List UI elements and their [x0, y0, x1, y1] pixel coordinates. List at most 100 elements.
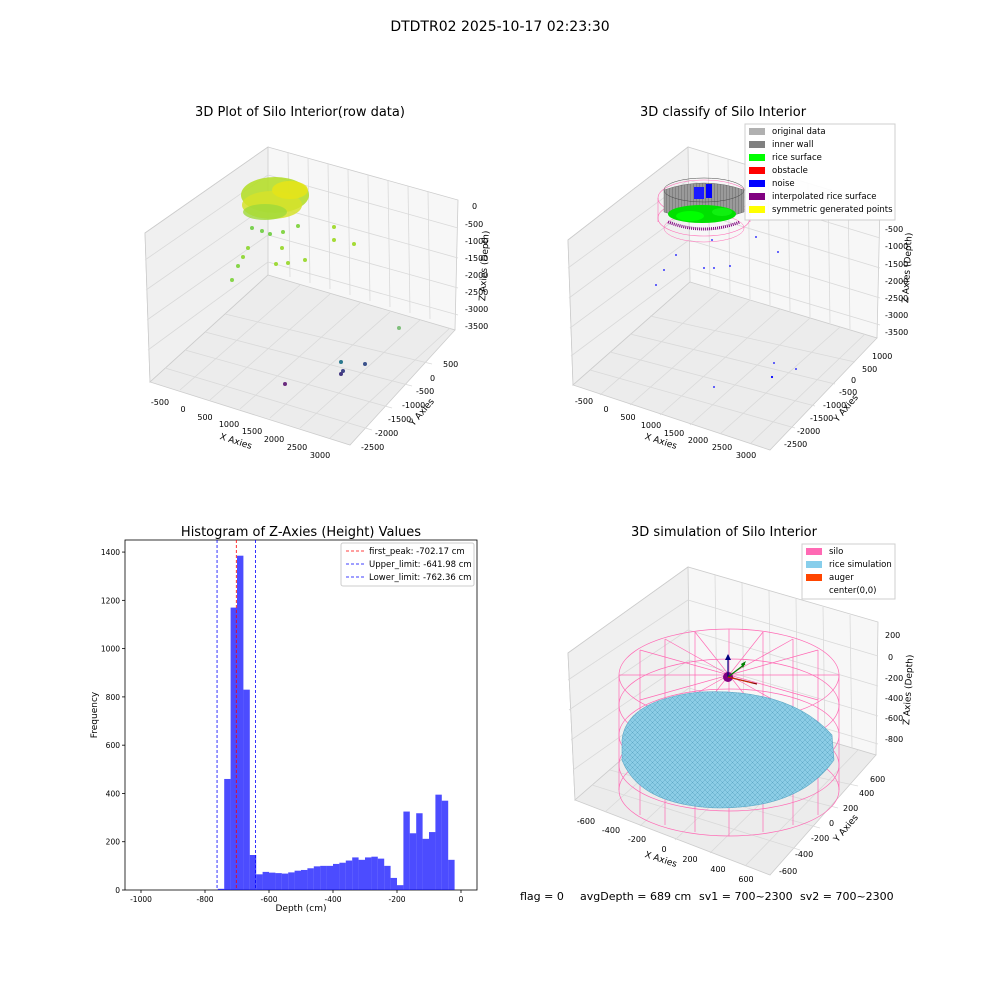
y-tick: -2500: [361, 443, 384, 452]
legend-label: rice surface: [772, 153, 822, 163]
panel-simulation: 3D simulation of Silo Interior: [567, 525, 916, 884]
x-tick: 2500: [712, 443, 732, 452]
status-avg-depth: avgDepth = 689 cm: [580, 890, 691, 903]
x-tick: 600: [738, 875, 753, 884]
histogram-xlabel: Depth (cm): [275, 904, 326, 914]
panel-classify-x-ticks: -500 0 500 1000 1500 2000 2500 3000: [575, 397, 756, 460]
histogram-bar: [301, 869, 308, 890]
z-tick: 200: [885, 631, 900, 640]
panel-simulation-ylabel: Y Axies: [832, 813, 861, 845]
y-tick: -500: [416, 387, 434, 396]
histogram-threshold-lines: [216, 540, 256, 890]
panel-classify-legend: original data inner wall rice surface ob…: [744, 123, 896, 221]
histogram-bar: [416, 813, 423, 890]
panel-simulation-title: 3D simulation of Silo Interior: [631, 525, 818, 540]
histogram-plot-area: [124, 539, 478, 891]
y-tick: 400: [859, 789, 874, 798]
histogram-bar: [307, 868, 314, 890]
histogram-x-tick-label: -200: [388, 895, 405, 904]
x-tick: 2000: [264, 435, 284, 444]
z-tick: -400: [885, 694, 903, 703]
histogram-bar: [352, 857, 359, 890]
panel-classify-title: 3D classify of Silo Interior: [640, 105, 807, 120]
z-tick: 0: [472, 202, 477, 211]
y-tick: 1000: [872, 352, 892, 361]
z-tick: -2500: [885, 294, 908, 303]
panel-classify-y-ticks: 1000 500 0 -500 -1000 -1500 -2000 -2500: [784, 352, 892, 449]
y-tick: -2500: [784, 440, 807, 449]
histogram-bar: [230, 607, 237, 890]
histogram-x-tick-label: 0: [459, 895, 464, 904]
y-tick: -1500: [388, 415, 411, 424]
z-tick: -2000: [885, 277, 908, 286]
figure-suptitle: DTDTR02 2025-10-17 02:23:30: [390, 19, 609, 35]
legend-swatch: [749, 167, 765, 174]
y-tick: -1000: [402, 401, 425, 410]
panel-simulation-x-ticks: -600 -400 -200 0 200 400 600: [577, 817, 754, 884]
x-tick: -400: [602, 826, 620, 835]
legend-swatch: [749, 180, 765, 187]
histogram-bar: [441, 800, 449, 890]
panel-classify-axes-box: [567, 146, 881, 451]
z-tick: -600: [885, 714, 903, 723]
panel-simulation-legend: silo rice simulation auger center(0,0): [801, 543, 896, 600]
histogram-x-tick-label: -600: [260, 895, 277, 904]
histogram-bar: [422, 838, 429, 890]
histogram-bar: [371, 856, 378, 890]
histogram-bar: [403, 811, 410, 890]
histogram-y-ticks: 0 200 400 600 800 1000 1200 1400: [101, 548, 125, 895]
y-tick: -600: [779, 867, 797, 876]
panel-raw-z-ticks: 0 -500 -1000 -1500 -2000 -2500 -3000 -35…: [465, 202, 488, 331]
z-tick: -800: [885, 735, 903, 744]
panel-simulation-z-ticks: 200 0 -200 -400 -600 -800: [885, 631, 903, 744]
x-tick: 500: [197, 413, 212, 422]
histogram-bar: [365, 857, 372, 890]
z-tick: -1000: [885, 242, 908, 251]
panel-simulation-zlabel: Z Axies (Depth): [902, 654, 916, 725]
panel-classify-silo: [657, 177, 751, 243]
histogram-bar: [294, 870, 301, 890]
legend-label: obstacle: [772, 166, 808, 176]
histogram-bar: [435, 794, 442, 890]
panel-classify-zlabel: Z Axies (Depth): [901, 232, 915, 303]
histogram-bar: [249, 855, 257, 890]
legend-swatch: [749, 206, 765, 213]
y-tick: -1000: [823, 401, 846, 410]
z-tick: -3500: [465, 322, 488, 331]
panel-simulation-y-ticks: 600 400 200 0 -200 -400 -600: [779, 775, 885, 876]
x-tick: -500: [151, 398, 169, 407]
y-tick: 0: [829, 819, 834, 828]
z-tick: -2000: [465, 271, 488, 280]
y-tick: -2000: [375, 429, 398, 438]
legend-label: noise: [772, 179, 795, 189]
z-tick: -1500: [885, 260, 908, 269]
legend-label: auger: [829, 573, 854, 583]
histogram-bar: [339, 862, 346, 890]
histogram-bar: [256, 874, 263, 890]
z-tick: -1500: [465, 254, 488, 263]
x-tick: 3000: [736, 451, 756, 460]
panel-raw-points: [230, 177, 401, 386]
status-flag: flag = 0: [520, 890, 564, 903]
histogram-bar: [224, 778, 231, 890]
y-tick: 0: [851, 376, 856, 385]
z-tick: -3500: [885, 328, 908, 337]
x-tick: 500: [620, 413, 635, 422]
histogram-bar: [384, 865, 391, 890]
x-tick: 0: [180, 405, 185, 414]
histogram-bar: [281, 873, 289, 890]
x-tick: 200: [682, 855, 697, 864]
legend-label: rice simulation: [829, 560, 892, 570]
y-tick: 500: [862, 365, 877, 374]
x-tick: -200: [628, 835, 646, 844]
legend-label: symmetric generated points: [772, 205, 893, 215]
status-sv2: sv2 = 700~2300: [800, 890, 894, 903]
panel-classify-noise: [655, 236, 797, 388]
x-tick: -500: [575, 397, 593, 406]
histogram-bar: [326, 865, 333, 890]
legend-swatch: [749, 154, 765, 161]
histogram-bar: [358, 859, 365, 890]
histogram-bar: [243, 689, 250, 890]
x-tick: 0: [661, 845, 666, 854]
